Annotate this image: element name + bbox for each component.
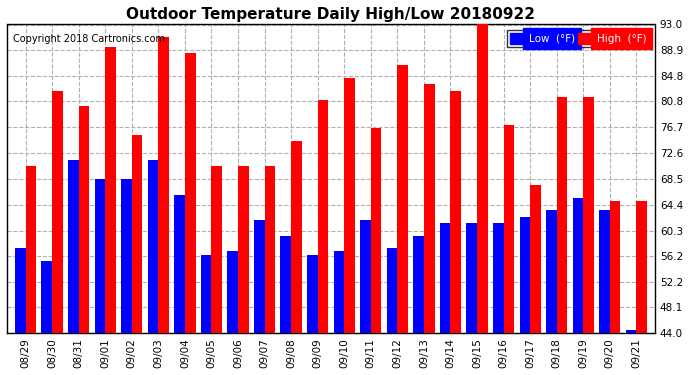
Bar [148,160,158,333]
Bar [281,236,291,333]
Bar [477,21,488,333]
Bar [493,223,504,333]
Bar [307,255,317,333]
Bar [52,91,63,333]
Bar [573,198,583,333]
Bar [333,251,344,333]
Bar [175,195,185,333]
Bar [158,37,169,333]
Bar [626,330,636,333]
Bar [291,141,302,333]
Title: Outdoor Temperature Daily High/Low 20180922: Outdoor Temperature Daily High/Low 20180… [126,7,535,22]
Bar [599,210,610,333]
Bar [583,97,594,333]
Bar [105,46,116,333]
Bar [121,179,132,333]
Bar [254,220,264,333]
Bar [451,91,461,333]
Bar [386,248,397,333]
Bar [201,255,211,333]
Bar [371,129,382,333]
Bar [185,53,195,333]
Bar [413,236,424,333]
Bar [397,66,408,333]
Bar [79,106,89,333]
Bar [26,166,36,333]
Bar [424,84,435,333]
Bar [466,223,477,333]
Bar [264,166,275,333]
Bar [610,201,620,333]
Bar [317,100,328,333]
Bar [15,248,26,333]
Bar [95,179,105,333]
Legend: Low  (°F), High  (°F): Low (°F), High (°F) [507,30,650,47]
Bar [520,217,530,333]
Bar [41,261,52,333]
Bar [546,210,557,333]
Bar [557,97,567,333]
Bar [530,185,541,333]
Bar [68,160,79,333]
Bar [132,135,142,333]
Bar [238,166,248,333]
Bar [504,125,514,333]
Bar [440,223,451,333]
Bar [636,201,647,333]
Text: Copyright 2018 Cartronics.com: Copyright 2018 Cartronics.com [13,34,166,44]
Bar [228,251,238,333]
Bar [344,78,355,333]
Bar [211,166,222,333]
Bar [360,220,371,333]
